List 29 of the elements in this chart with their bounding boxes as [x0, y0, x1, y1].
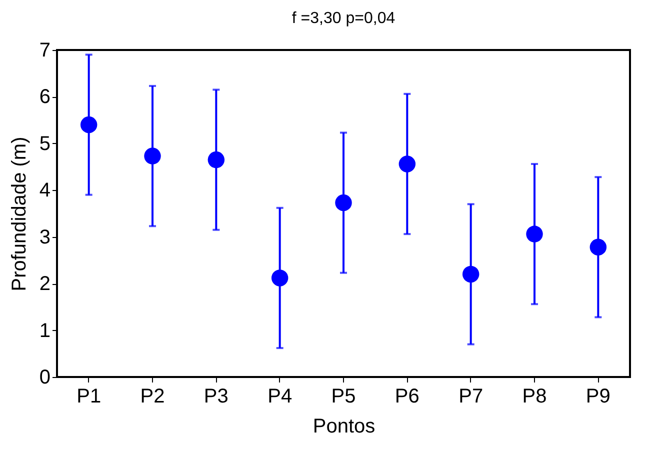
- point: [462, 266, 480, 283]
- x-tick-label: P3: [204, 386, 228, 408]
- y-tick-label: 1: [39, 320, 50, 342]
- x-tick-label: P4: [268, 386, 292, 408]
- x-tick-label: P5: [331, 386, 356, 408]
- point: [80, 116, 98, 134]
- y-tick-label: 5: [39, 132, 50, 155]
- y-tick-label: 0: [39, 366, 50, 388]
- x-tick-label: P7: [458, 386, 484, 408]
- y-tick-label: 2: [39, 273, 50, 296]
- x-axis-title: Pontos: [312, 416, 376, 438]
- point: [144, 148, 161, 164]
- x-tick-label: P9: [586, 386, 610, 408]
- point: [590, 238, 607, 256]
- point: [526, 226, 543, 242]
- x-tick-label: P2: [140, 386, 165, 408]
- x-tick-label: P6: [394, 386, 420, 408]
- chart-title: f =3,30 p=0,04: [292, 10, 396, 27]
- y-tick-label: 7: [39, 40, 50, 62]
- y-tick-label: 6: [39, 86, 50, 108]
- point: [271, 270, 288, 286]
- point: [398, 156, 416, 172]
- point: [335, 194, 352, 212]
- y-axis-title: Profundidade (m): [8, 136, 30, 292]
- x-tick-label: P8: [522, 386, 547, 408]
- x-tick-label: P1: [76, 386, 102, 408]
- y-tick-label: 4: [39, 180, 50, 202]
- y-tick-label: 3: [39, 226, 50, 248]
- point: [208, 151, 225, 168]
